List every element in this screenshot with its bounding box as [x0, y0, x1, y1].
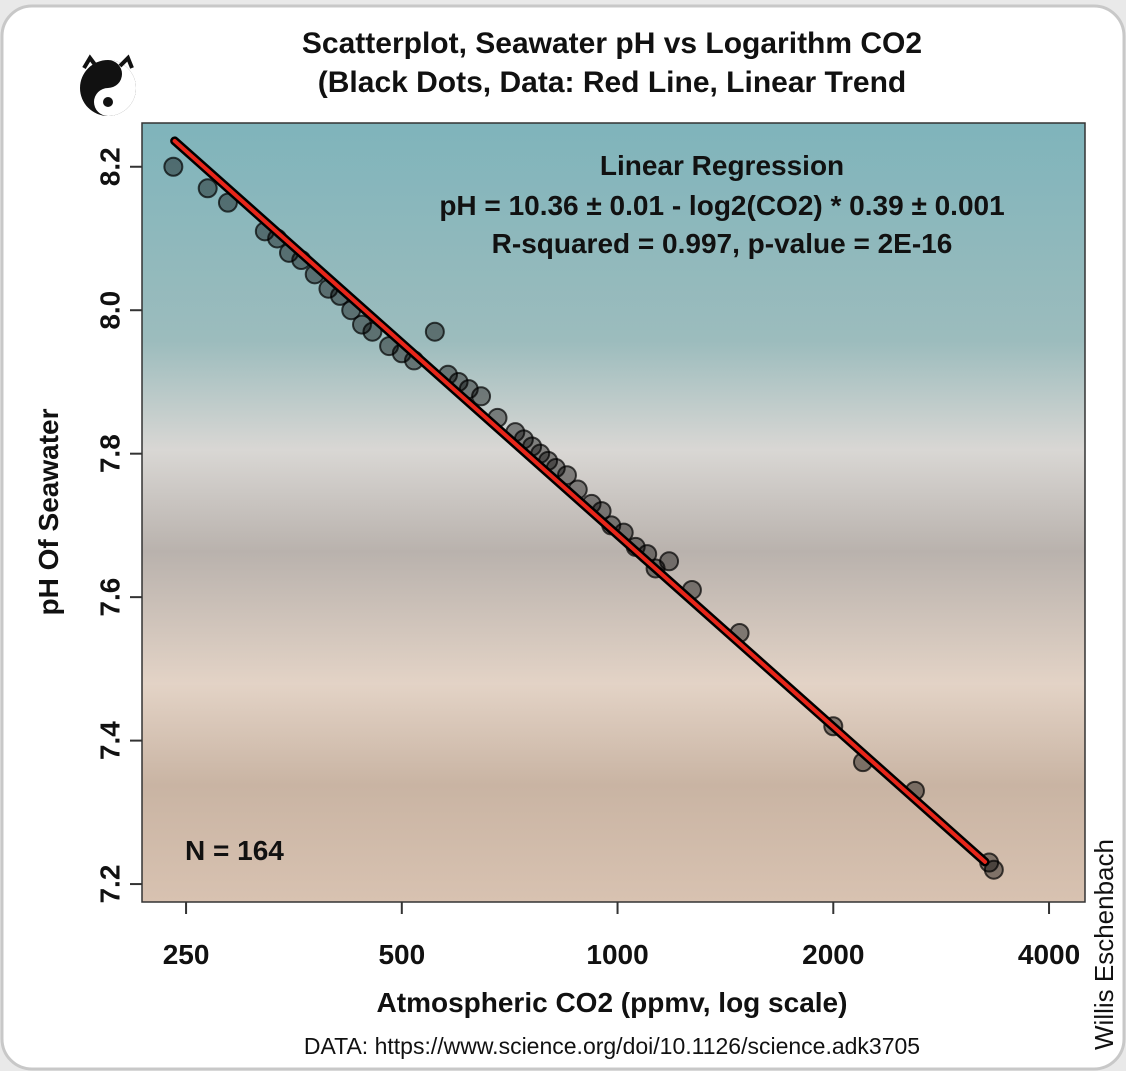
y-tick-label: 8.0	[94, 291, 125, 330]
y-tick-label: 7.2	[94, 865, 125, 904]
y-tick-label: 7.8	[94, 434, 125, 473]
data-point	[983, 859, 1004, 880]
x-tick-label: 500	[378, 939, 425, 970]
x-tick-label: 4000	[1018, 939, 1080, 970]
data-point	[659, 551, 680, 572]
annotation: R-squared = 0.997, p-value = 2E-16	[492, 228, 953, 259]
data-point	[471, 386, 492, 407]
y-tick-label: 8.2	[94, 147, 125, 186]
y-tick-label: 7.4	[94, 721, 125, 760]
y-tick-label: 7.6	[94, 578, 125, 617]
x-axis-label: Atmospheric CO2 (ppmv, log scale)	[377, 987, 848, 1018]
points-layer	[163, 136, 1004, 880]
x-tick-label: 1000	[586, 939, 648, 970]
chart-title: Scatterplot, Seawater pH vs Logarithm CO…	[302, 27, 922, 60]
chart-subtitle: (Black Dots, Data: Red Line, Linear Tren…	[318, 66, 906, 99]
source-note: DATA: https://www.science.org/doi/10.112…	[304, 1033, 920, 1059]
data-point	[163, 156, 184, 177]
data-point	[197, 178, 218, 199]
x-tick-label: 2000	[802, 939, 864, 970]
credit: Willis Eschenbach	[1089, 839, 1119, 1050]
logo	[80, 54, 136, 116]
x-tick-label: 250	[163, 939, 210, 970]
data-point	[424, 321, 445, 342]
annotation: pH = 10.36 ± 0.01 - log2(CO2) * 0.39 ± 0…	[439, 190, 1004, 221]
annotation: Linear Regression	[600, 150, 844, 181]
y-axis-label: pH Of Seawater	[33, 408, 64, 615]
annotation: N = 164	[185, 835, 284, 866]
data-point	[352, 314, 373, 335]
trend-line	[172, 138, 988, 864]
